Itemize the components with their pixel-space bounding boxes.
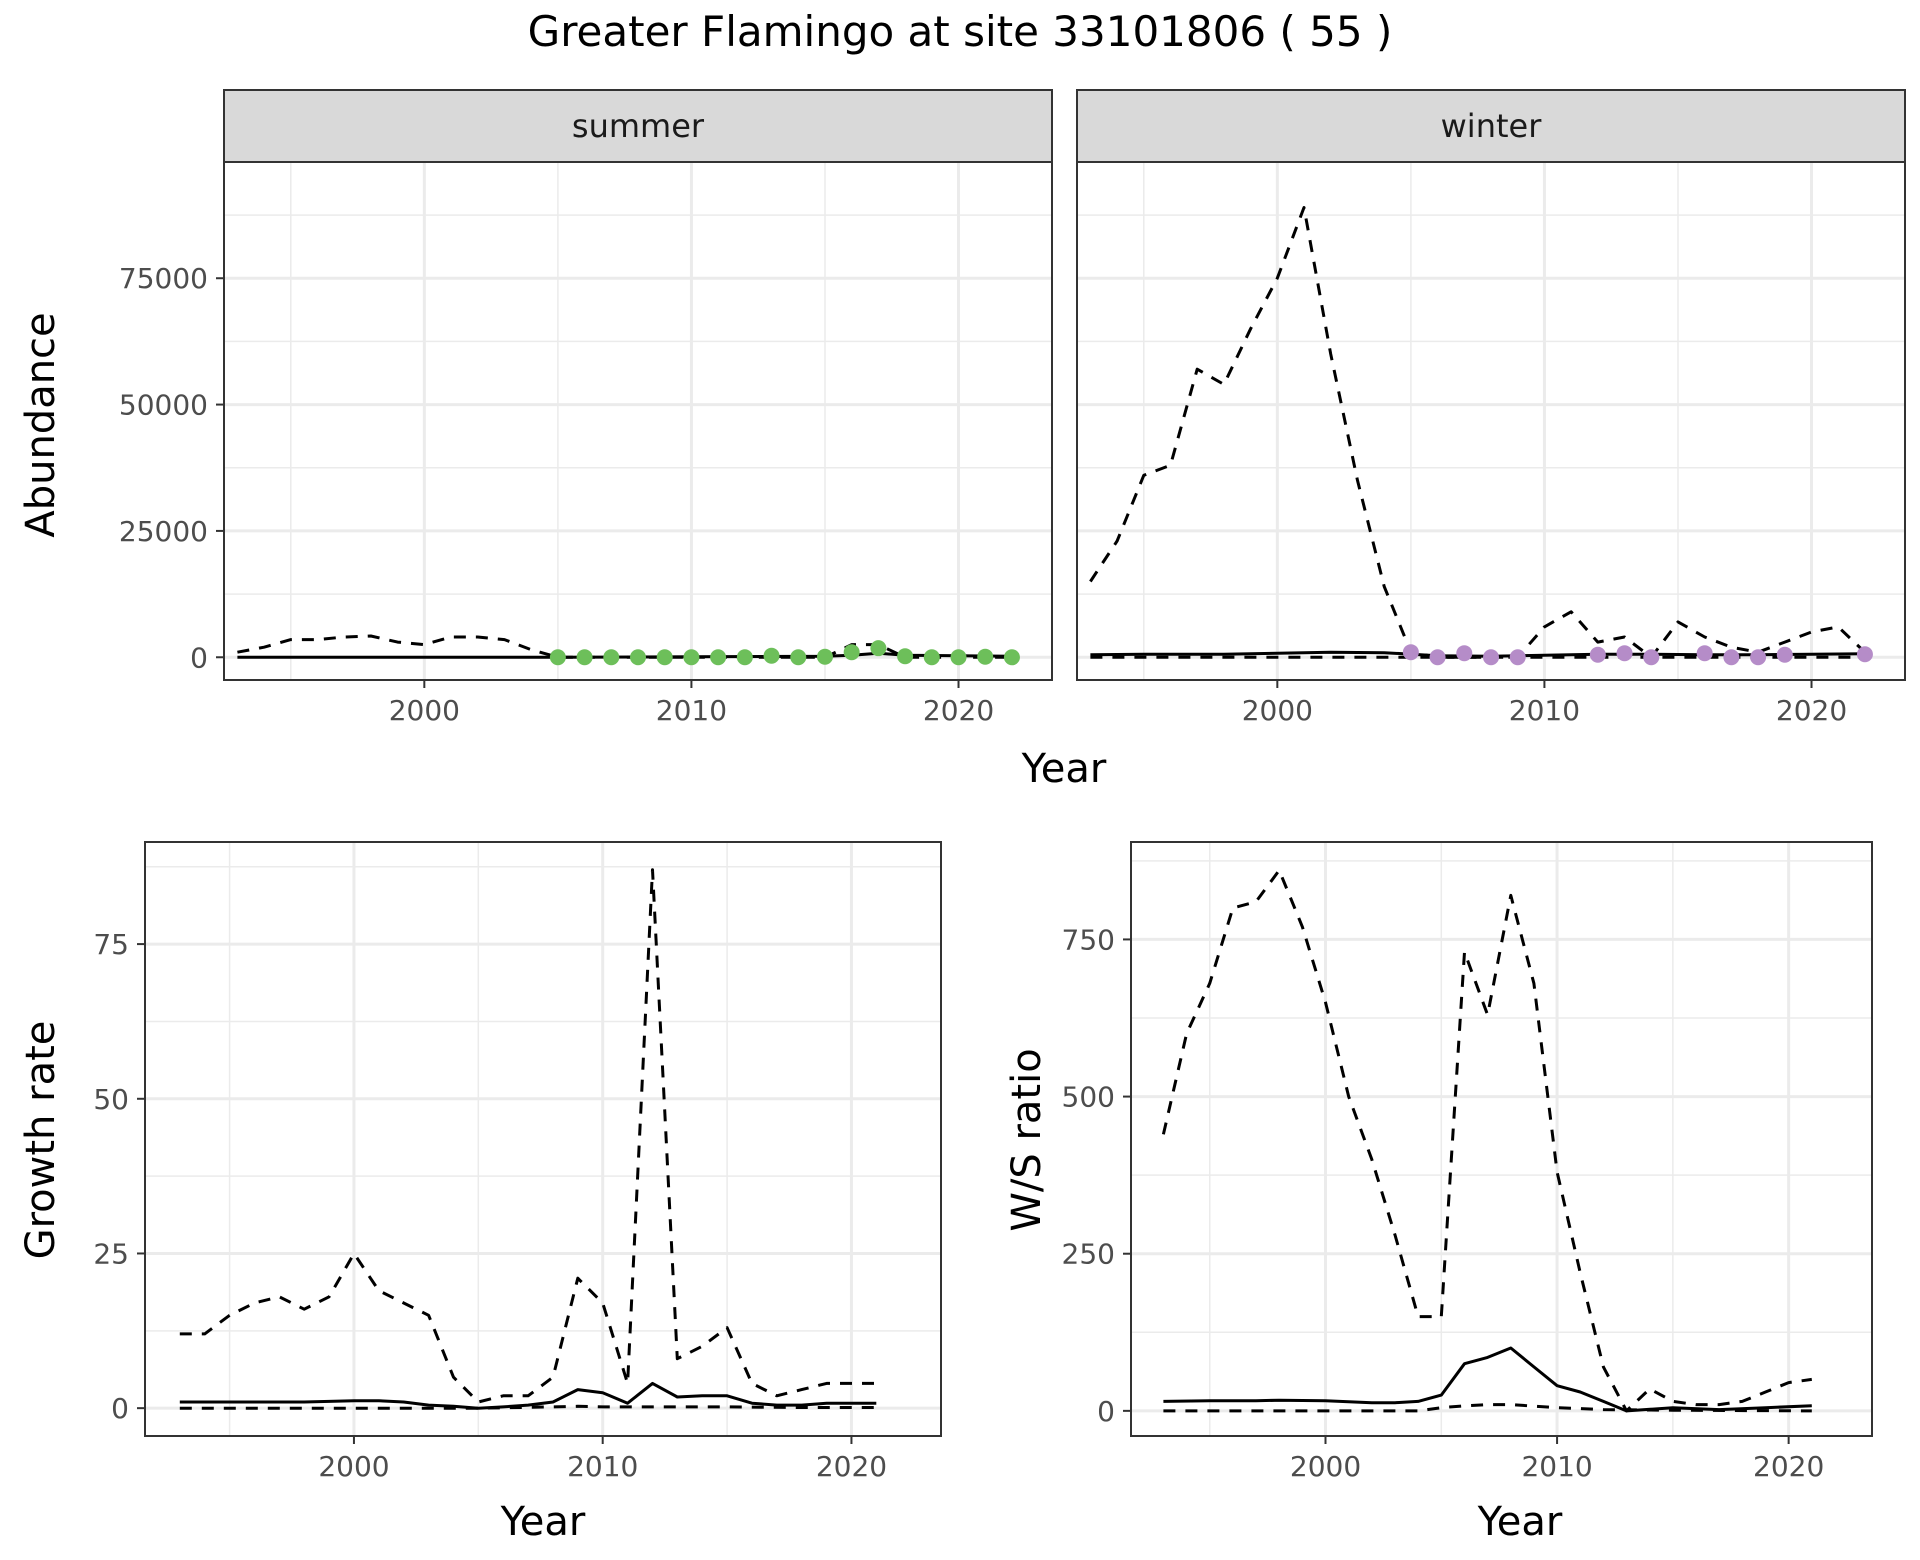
- data-point: [1856, 646, 1873, 663]
- x-tick-label: 2000: [389, 694, 460, 727]
- data-point: [736, 649, 753, 666]
- y-tick-label: 75: [93, 928, 129, 961]
- data-point: [1429, 649, 1446, 666]
- data-point: [816, 648, 833, 665]
- panel-growth: 2000 2010 2020 0 25 50 75: [93, 841, 942, 1483]
- data-point: [630, 649, 646, 666]
- y-tick-label: 0: [190, 641, 208, 674]
- data-point: [923, 649, 940, 666]
- y-tick-label: 500: [1062, 1081, 1115, 1114]
- y-tick-label: 0: [1097, 1395, 1115, 1428]
- panel-border: [223, 161, 1053, 681]
- strip-label-winter: winter: [1441, 107, 1543, 145]
- x-tick-label: 2010: [567, 1450, 638, 1483]
- data-point: [1643, 649, 1660, 666]
- x-tick-label: 2020: [1753, 1450, 1824, 1483]
- series-line-dashed: [1161, 868, 1813, 1413]
- y-tick-label: 25000: [119, 515, 208, 548]
- plot-area: [1077, 162, 1905, 680]
- x-tick-label: 2000: [1290, 1450, 1361, 1483]
- y-tick-label: 0: [111, 1392, 129, 1425]
- y-tick-label: 50: [93, 1083, 129, 1116]
- data-point: [1483, 649, 1499, 666]
- panel-summer: 2000 2010 2020 0 25000 50000 75000: [119, 161, 1053, 727]
- x-axis-label-growth: Year: [500, 1499, 586, 1545]
- y-tick-label: 75000: [119, 262, 208, 295]
- data-point: [576, 649, 593, 666]
- series-line-solid: [179, 1381, 877, 1410]
- y-tick-label: 25: [93, 1237, 129, 1270]
- x-axis-label-top: Year: [1021, 746, 1107, 792]
- y-axis-label-ws-ratio: W/S ratio: [1004, 1048, 1050, 1231]
- data-point: [1776, 646, 1793, 663]
- data-point: [977, 648, 994, 665]
- panel-ws-ratio: 2000 2010 2020 0 250 500 750: [1062, 841, 1873, 1483]
- data-point: [790, 649, 807, 666]
- data-point: [549, 649, 566, 666]
- data-point: [843, 644, 860, 661]
- x-tick-label: 2010: [1521, 1450, 1592, 1483]
- y-tick-label: 750: [1062, 923, 1115, 956]
- series-line-dashed: [1163, 1403, 1812, 1413]
- data-point: [1750, 649, 1767, 666]
- y-tick-label: 50000: [119, 389, 208, 422]
- chart-title: Greater Flamingo at site 33101806 ( 55 ): [528, 7, 1393, 56]
- y-axis-label-abundance: Abundance: [18, 312, 64, 537]
- y-axis-label-growth: Growth rate: [18, 1021, 64, 1260]
- plot-area: [1131, 842, 1872, 1436]
- data-point: [870, 640, 887, 657]
- data-point: [950, 649, 967, 666]
- data-point: [1509, 649, 1526, 666]
- plot-area: [224, 162, 1052, 680]
- data-point: [656, 649, 673, 666]
- data-point: [1003, 649, 1020, 666]
- x-axis-label-ws-ratio: Year: [1477, 1499, 1563, 1545]
- x-tick-label: 2010: [656, 694, 727, 727]
- plot-area: [145, 842, 941, 1436]
- strip-winter: [1076, 89, 1906, 163]
- y-tick-label: 250: [1062, 1238, 1115, 1271]
- data-point: [1723, 649, 1740, 666]
- series-line-dashed: [179, 868, 877, 1404]
- x-tick-label: 2020: [816, 1450, 887, 1483]
- data-point: [763, 647, 780, 664]
- data-point: [1589, 646, 1606, 663]
- data-point: [1456, 645, 1473, 662]
- panel-winter: 2000 2010 2020: [1076, 161, 1906, 727]
- x-tick-label: 2020: [1776, 694, 1847, 727]
- x-tick-label: 2010: [1509, 694, 1580, 727]
- panel-border: [1130, 841, 1873, 1437]
- data-point: [710, 649, 727, 666]
- data-point: [1616, 645, 1633, 662]
- data-point: [1696, 645, 1713, 662]
- panel-border: [1076, 161, 1906, 681]
- panel-border: [144, 841, 942, 1437]
- data-point: [897, 648, 914, 665]
- data-point: [1402, 644, 1419, 661]
- strip-label-summer: summer: [572, 107, 705, 145]
- x-tick-label: 2020: [923, 694, 994, 727]
- strip-summer: [223, 89, 1053, 163]
- data-point: [683, 649, 700, 666]
- data-point: [603, 649, 620, 666]
- x-tick-label: 2000: [1242, 694, 1313, 727]
- x-tick-label: 2000: [318, 1450, 389, 1483]
